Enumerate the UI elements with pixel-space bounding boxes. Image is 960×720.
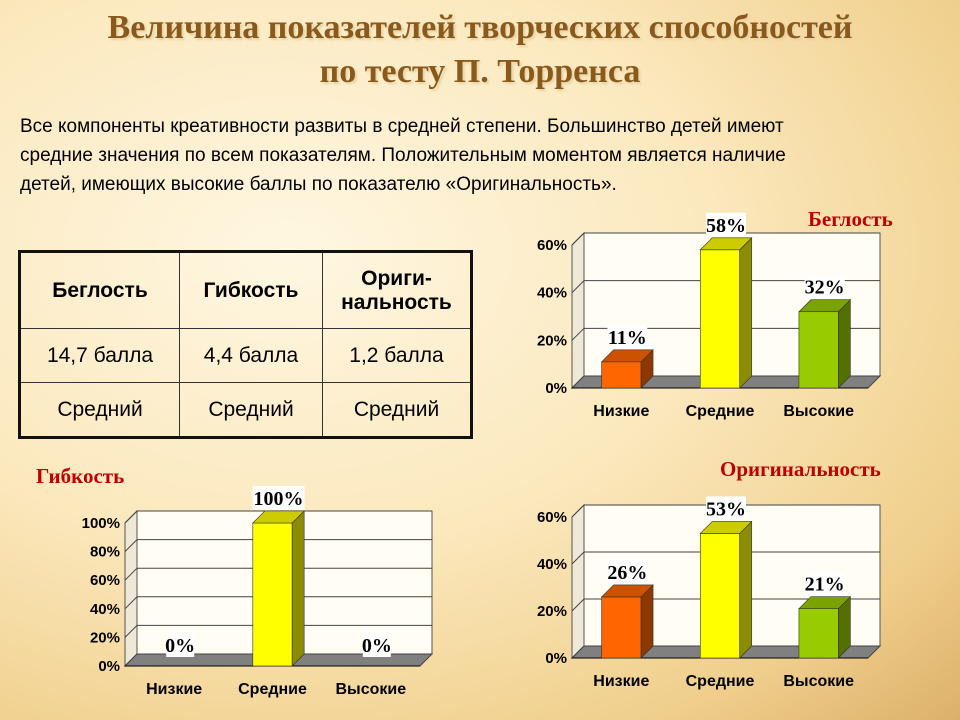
plot-side-wall bbox=[571, 231, 585, 390]
gridline bbox=[571, 280, 880, 294]
data-label: 26% bbox=[607, 562, 647, 584]
data-label-box bbox=[706, 212, 746, 237]
y-tick-label: 100% bbox=[82, 515, 120, 532]
table-row: Средний Средний Средний bbox=[19, 382, 472, 438]
bar-side bbox=[291, 510, 305, 667]
bar-3 bbox=[798, 311, 839, 389]
x-category-label: Высокие bbox=[336, 681, 407, 698]
y-tick-label: 20% bbox=[537, 603, 567, 620]
y-tick-label: 0% bbox=[545, 650, 567, 667]
data-label: 11% bbox=[608, 327, 647, 349]
y-tick-label: 0% bbox=[98, 658, 120, 675]
bar-2 bbox=[252, 522, 293, 667]
gridline bbox=[571, 598, 880, 612]
data-label: 100% bbox=[254, 488, 304, 510]
x-category-label: Средние bbox=[686, 673, 755, 690]
bar-top bbox=[600, 349, 654, 363]
x-category-label: Высокие bbox=[783, 403, 854, 420]
data-label-box bbox=[804, 274, 845, 299]
data-label-box bbox=[252, 486, 305, 510]
table-cell: 14,7 балла bbox=[19, 328, 180, 383]
y-tick-label: 60% bbox=[537, 509, 567, 526]
bar-top bbox=[699, 521, 753, 534]
y-tick-label: 40% bbox=[90, 601, 120, 618]
bar-1 bbox=[601, 361, 642, 389]
chart-title-fluency: Беглость bbox=[808, 207, 893, 231]
results-table: Беглость Гибкость Ориги-нальность 14,7 б… bbox=[18, 250, 473, 439]
data-label: 58% bbox=[706, 215, 746, 237]
gridline bbox=[571, 504, 880, 518]
bar-top bbox=[600, 584, 654, 598]
intro-line-2: средние значения по всем показателям. По… bbox=[20, 145, 786, 166]
x-category-label: Высокие bbox=[783, 673, 854, 690]
chart-title-originality: Оригинальность bbox=[720, 457, 881, 481]
gridline bbox=[124, 510, 432, 524]
header-flexibility: Гибкость bbox=[179, 251, 323, 329]
data-label-box bbox=[362, 633, 391, 657]
flexibility-chart: 0% 20% 40% 60% 80% 100% 0% Низкие 100% Средние 0% В… bbox=[82, 486, 434, 698]
y-tick-label: 60% bbox=[537, 237, 567, 254]
slide-title-line-1: Величина показателей творческих способно… bbox=[107, 9, 853, 46]
x-category-label: Средние bbox=[238, 681, 307, 698]
y-tick-label: 20% bbox=[537, 332, 567, 349]
originality-chart: 0% 20% 40% 60% 26% Низкие 53% Средние 21% Высокие bbox=[537, 496, 882, 690]
gridline bbox=[571, 551, 880, 565]
bar-top bbox=[798, 596, 852, 609]
fluency-chart: 0% 20% 40% 60% 11% Низкие 58% Средние 32% Высокие bbox=[537, 212, 882, 420]
table-cell: Средний bbox=[322, 382, 472, 438]
bar-side bbox=[739, 237, 753, 389]
y-tick-label: 0% bbox=[545, 380, 567, 397]
table-header-row: Беглость Гибкость Ориги-нальность bbox=[19, 251, 472, 329]
header-originality: Ориги-нальность bbox=[322, 251, 472, 329]
x-category-label: Средние bbox=[686, 403, 755, 420]
intro-line-3: детей, имеющих высокие баллы по показате… bbox=[20, 174, 617, 195]
data-label-box bbox=[607, 324, 648, 349]
plot-side-wall bbox=[571, 503, 585, 660]
data-label-box bbox=[166, 633, 195, 657]
data-label-box bbox=[804, 571, 845, 596]
bar-top bbox=[798, 299, 852, 313]
intro-text: Все компоненты креативности развиты в ср… bbox=[20, 112, 940, 199]
y-tick-label: 20% bbox=[90, 629, 120, 646]
data-label: 53% bbox=[706, 498, 746, 520]
gridline bbox=[571, 327, 880, 341]
bar-side bbox=[838, 299, 851, 389]
bar-1 bbox=[601, 596, 642, 659]
gridline bbox=[124, 539, 432, 552]
data-label: 0% bbox=[362, 635, 392, 657]
y-tick-label: 40% bbox=[537, 285, 567, 302]
y-tick-label: 80% bbox=[90, 544, 120, 561]
intro-line-1: Все компоненты креативности развиты в ср… bbox=[20, 116, 784, 137]
y-tick-label: 40% bbox=[537, 556, 567, 573]
data-label: 32% bbox=[805, 277, 845, 299]
bar-3 bbox=[798, 608, 839, 659]
gridline bbox=[124, 567, 432, 581]
bar-top bbox=[699, 237, 753, 251]
header-fluency: Беглость bbox=[19, 251, 180, 329]
bar-2 bbox=[699, 533, 741, 659]
bar-2 bbox=[699, 249, 741, 389]
table-cell: Средний bbox=[179, 382, 323, 438]
x-category-label: Низкие bbox=[146, 681, 202, 698]
slide-title-line-2: по тесту П. Торренса bbox=[319, 53, 641, 90]
x-category-label: Низкие bbox=[593, 673, 649, 690]
gridline bbox=[124, 596, 432, 610]
data-label-box bbox=[706, 496, 746, 521]
plot-side-wall bbox=[124, 509, 138, 668]
gridline bbox=[124, 624, 432, 638]
slide-title: Величина показателей творческих способно… bbox=[0, 6, 960, 94]
y-tick-label: 60% bbox=[90, 572, 120, 589]
bar-top bbox=[252, 510, 305, 524]
data-label: 21% bbox=[805, 574, 845, 596]
data-label: 0% bbox=[165, 635, 195, 657]
gridline bbox=[571, 232, 880, 246]
x-category-label: Низкие bbox=[593, 403, 649, 420]
bar-side bbox=[739, 520, 753, 659]
chart-title-flexibility: Гибкость bbox=[36, 464, 125, 488]
bar-side bbox=[640, 584, 654, 659]
data-label-box bbox=[607, 559, 648, 584]
